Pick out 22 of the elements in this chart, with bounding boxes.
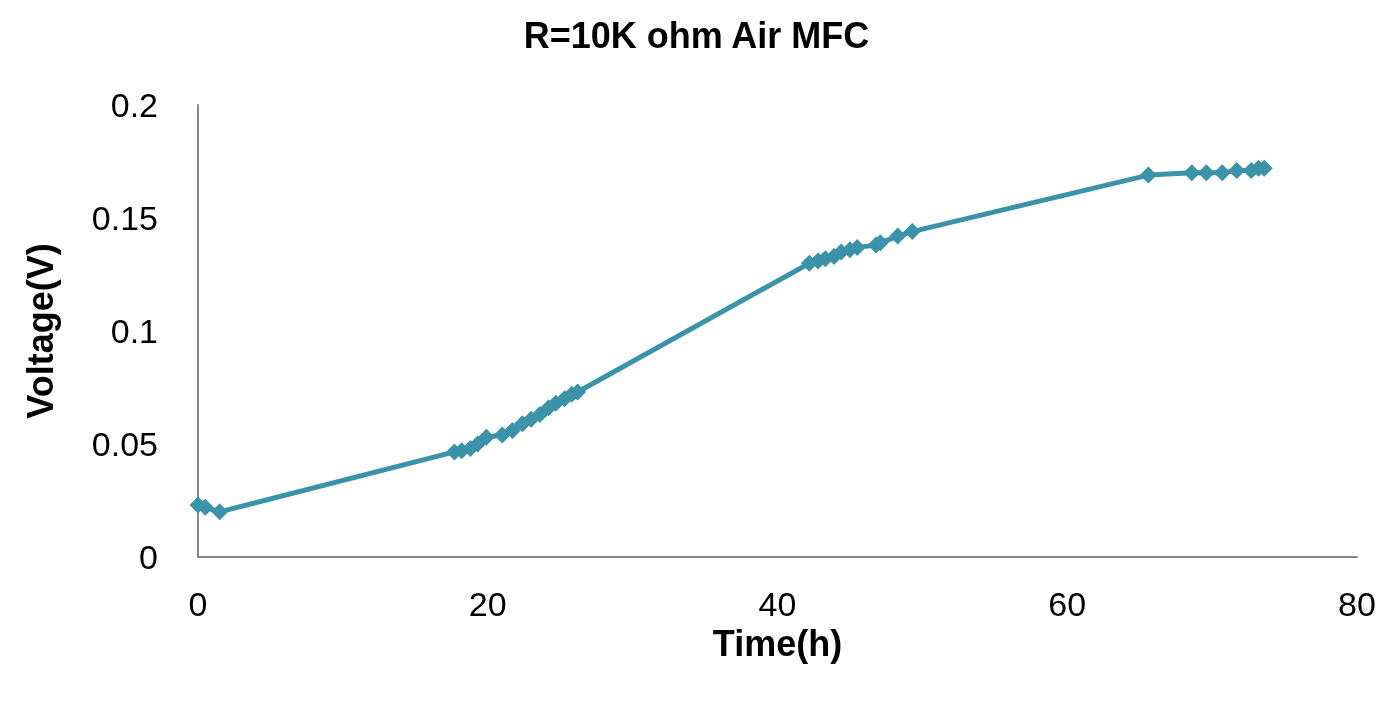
point bbox=[889, 227, 907, 245]
y-axis-title: Voltage(V) bbox=[19, 243, 61, 419]
x-axis-title: Time(h) bbox=[712, 623, 843, 665]
y-tick-label: 0.2 bbox=[110, 86, 158, 124]
chart-title: R=10K ohm Air MFC bbox=[523, 14, 870, 56]
x-tick-label: 80 bbox=[1338, 585, 1376, 623]
y-tick-label: 0.15 bbox=[91, 199, 158, 237]
point bbox=[531, 406, 549, 424]
point bbox=[503, 421, 521, 439]
y-tick-label: 0.1 bbox=[110, 312, 158, 350]
point bbox=[1183, 164, 1201, 182]
y-tick-label: 0 bbox=[139, 538, 158, 576]
point bbox=[903, 223, 921, 241]
point bbox=[1139, 166, 1157, 184]
y-tick-label: 0.05 bbox=[91, 425, 158, 463]
x-tick-label: 20 bbox=[468, 585, 507, 623]
point bbox=[211, 503, 229, 521]
x-tick-label: 40 bbox=[758, 585, 797, 623]
x-tick-label: 0 bbox=[188, 585, 208, 623]
point bbox=[1213, 164, 1231, 182]
point bbox=[477, 428, 495, 446]
x-tick-label: 60 bbox=[1048, 585, 1087, 623]
